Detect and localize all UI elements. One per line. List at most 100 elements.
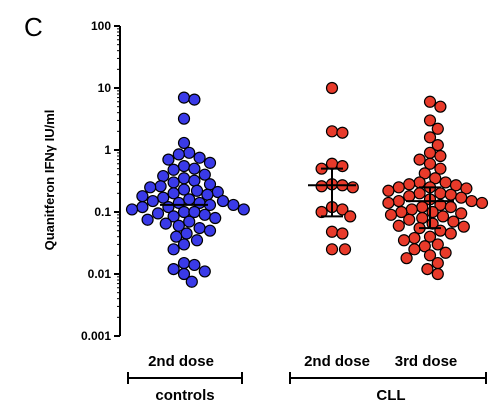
y-axis: 0.001 0.01 0.1 1 10 100 <box>81 19 121 343</box>
data-point <box>434 100 447 113</box>
data-point <box>397 234 411 247</box>
data-point <box>346 181 359 194</box>
data-point <box>336 203 349 216</box>
data-point <box>423 157 437 170</box>
data-point <box>144 181 157 194</box>
data-point <box>403 190 416 203</box>
data-point <box>198 168 211 181</box>
panel-label: C <box>24 12 43 42</box>
data-point <box>436 210 450 223</box>
data-point <box>183 215 196 228</box>
data-point <box>183 146 196 159</box>
data-point <box>382 184 395 197</box>
group-label: CLL <box>376 387 405 404</box>
data-point <box>403 213 416 226</box>
data-point <box>167 243 180 256</box>
data-point <box>180 227 193 240</box>
data-point <box>190 234 204 247</box>
data-point <box>177 183 191 196</box>
data-point <box>325 81 339 95</box>
data-point <box>413 187 426 200</box>
data-point <box>400 252 413 265</box>
data-point <box>439 176 452 189</box>
data-point <box>227 198 240 212</box>
data-point <box>325 225 339 238</box>
data-point <box>444 188 457 201</box>
data-point <box>384 208 398 221</box>
data-point <box>434 224 447 237</box>
data-point <box>455 191 468 204</box>
data-point <box>125 203 139 216</box>
group-label: controls <box>155 387 214 404</box>
data-point <box>157 169 170 183</box>
y-tick-label: 0.001 <box>81 329 111 343</box>
data-point <box>177 136 191 150</box>
data-point <box>170 230 183 243</box>
data-point <box>177 91 191 104</box>
group-brackets: controls CLL <box>127 372 487 404</box>
data-point <box>193 221 206 235</box>
data-point <box>136 200 149 214</box>
data-point <box>336 159 349 173</box>
data-point <box>193 151 206 164</box>
data-point <box>177 112 191 125</box>
data-point <box>457 220 470 233</box>
data-point <box>183 193 196 206</box>
data-point <box>167 187 180 200</box>
data-point <box>405 203 418 216</box>
data-point <box>408 231 421 245</box>
data-point <box>421 262 434 276</box>
data-point <box>167 262 180 276</box>
data-point <box>325 243 339 256</box>
category-label: 3rd dose <box>395 353 458 370</box>
data-point <box>185 275 198 288</box>
data-point <box>413 176 426 189</box>
y-tick-label: 10 <box>98 81 112 95</box>
data-point <box>403 178 416 191</box>
data-point <box>167 163 180 176</box>
summary-bars <box>160 167 454 230</box>
y-tick-label: 0.1 <box>94 205 111 219</box>
data-point <box>413 153 426 166</box>
data-point <box>423 95 437 108</box>
data-point <box>423 114 437 127</box>
data-point <box>431 267 444 281</box>
data-point <box>434 149 447 163</box>
data-point <box>154 180 167 193</box>
category-label: 2nd dose <box>148 353 214 370</box>
data-point <box>444 227 457 240</box>
data-point <box>344 210 357 223</box>
data-point <box>431 238 444 251</box>
data-point <box>431 256 444 270</box>
y-tick-label: 1 <box>104 143 111 157</box>
y-tick-label: 0.01 <box>88 267 112 281</box>
data-point <box>188 162 201 175</box>
data-point <box>336 126 349 139</box>
data-point <box>429 172 442 185</box>
data-point <box>382 196 395 210</box>
data-point <box>444 200 457 214</box>
data-points <box>125 81 489 288</box>
data-point <box>431 122 444 135</box>
data-point <box>177 267 191 281</box>
data-point <box>151 207 165 220</box>
category-labels: 2nd dose 2nd dose 3rd dose <box>148 353 457 370</box>
data-point <box>423 249 437 262</box>
data-point <box>188 174 201 187</box>
data-point <box>416 200 429 214</box>
data-point <box>141 213 154 226</box>
data-point <box>315 205 328 219</box>
data-point <box>336 227 349 240</box>
data-point <box>237 203 250 216</box>
data-point <box>460 182 473 195</box>
data-point <box>177 256 191 270</box>
data-point <box>439 246 452 259</box>
data-point <box>423 131 437 144</box>
data-point <box>338 243 352 256</box>
data-point <box>198 208 211 221</box>
data-point <box>172 148 185 161</box>
data-point <box>423 230 437 243</box>
data-point <box>177 159 191 173</box>
data-point <box>188 258 201 272</box>
